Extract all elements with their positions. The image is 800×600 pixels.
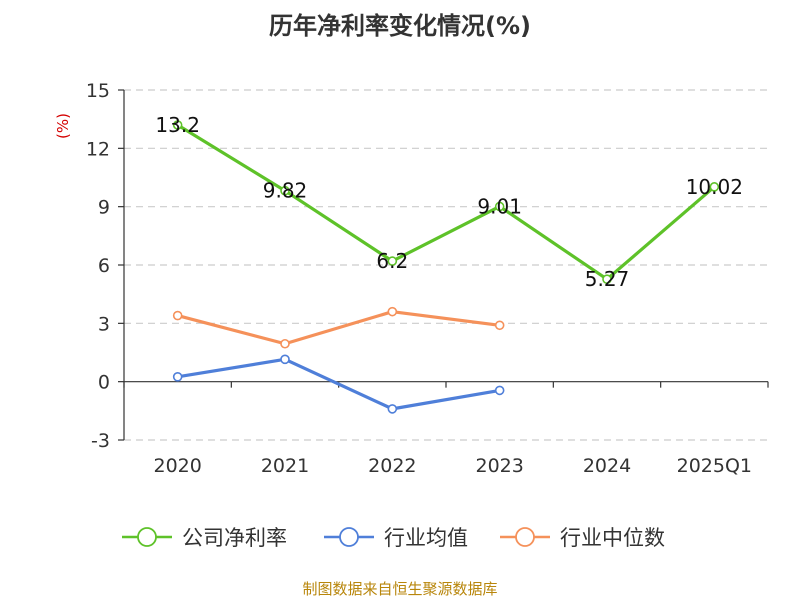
series-1 [172,354,505,414]
y-tick-label: 12 [86,138,110,160]
data-point [172,120,183,130]
data-point [709,182,720,192]
y-tick-label: 6 [98,255,110,277]
data-point [172,310,183,321]
data-label: 6.2 [376,249,408,273]
data-label: 5.27 [585,267,630,291]
data-point [494,385,505,396]
series-2 [172,306,505,349]
y-axis-unit: (%) [54,113,72,139]
x-tick-label: 2025Q1 [677,455,752,477]
axes: -3 0 3 6 9 12 15 2020 2021 2022 2023 2024 2025Q1 [86,80,769,477]
legend-label: 行业中位数 [560,526,665,550]
x-tick-label: 2021 [261,455,309,477]
legend-marker [339,527,359,547]
x-tick-label: 2023 [475,455,523,477]
legend-item: 行业中位数 [500,526,665,550]
legend-label: 公司净利率 [182,526,287,550]
series-line [177,357,500,411]
data-point [494,320,505,331]
legend-marker [137,527,157,547]
y-tick-label: -3 [91,430,110,452]
series-line [177,310,500,346]
x-tick-label: 2020 [153,455,201,477]
series-layer [172,120,720,414]
data-labels: 13.2 9.82 6.2 9.01 5.27 10.02 [155,113,743,291]
y-tick-label: 9 [98,197,110,219]
y-tick-label: 0 [98,372,110,394]
data-point [387,256,398,266]
data-label: 9.01 [477,194,522,218]
y-tick-label: 15 [86,80,110,102]
data-label: 10.02 [686,175,743,199]
x-tick-label: 2024 [583,455,631,477]
data-point [280,338,290,349]
x-tick-label: 2022 [368,455,416,477]
legend-marker [515,527,535,547]
data-point [387,404,398,414]
data-point [280,354,290,365]
data-point [387,306,398,317]
legend-item: 行业均值 [324,526,468,550]
source-note: 制图数据来自恒生聚源数据库 [302,580,497,598]
data-point [602,274,612,284]
legend-label: 行业均值 [384,526,468,550]
series-line [176,123,716,281]
chart-title: 历年净利率变化情况(%) [269,12,531,40]
legend: 公司净利率 行业均值 行业中位数 [122,526,665,550]
data-point [494,201,505,212]
legend-item: 公司净利率 [122,526,287,550]
data-label: 13.2 [155,113,200,137]
y-tick-label: 3 [98,313,110,335]
data-point [280,185,290,196]
data-point [172,372,183,382]
series-0 [172,120,720,284]
data-label: 9.82 [263,179,308,203]
